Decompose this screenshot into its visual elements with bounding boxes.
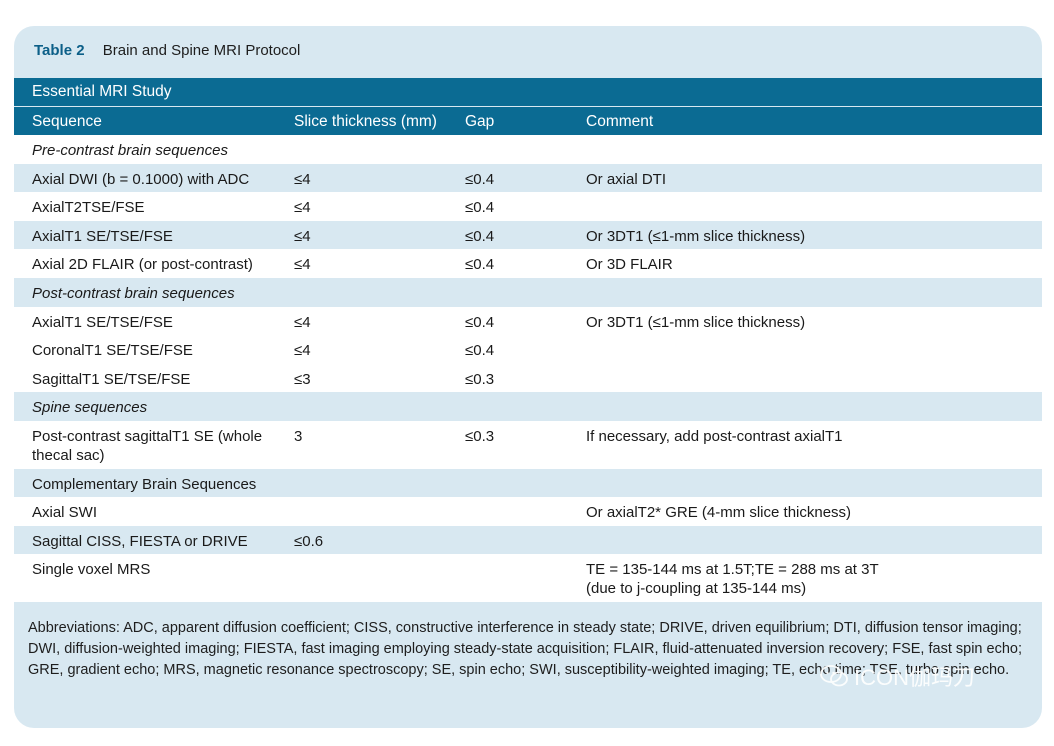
protocol-table: Essential MRI Study Sequence Slice thick… (14, 78, 1042, 602)
cell-slice-thickness: ≤0.6 (294, 532, 324, 550)
column-header-sequence: Sequence (32, 113, 102, 130)
section-row: Pre-contrast brain sequences (14, 135, 1042, 164)
section-label: Pre-contrast brain sequences (32, 142, 228, 159)
group-label: Complementary Brain Sequences (32, 475, 257, 493)
cell-comment: Or axialT2* GRE (4-mm slice thickness) (586, 504, 852, 522)
column-header-comment: Comment (586, 113, 654, 130)
cell-gap: ≤0.4 (465, 256, 495, 274)
cell-slice-thickness: ≤4 (294, 313, 311, 331)
table-body: Pre-contrast brain sequences Axial DWI (b… (14, 135, 1042, 602)
cell-slice-thickness: ≤4 (294, 170, 311, 188)
cell-comment: If necessary, add post-contrast axialT1 (586, 427, 843, 445)
cell-sequence: Single voxel MRS (32, 561, 151, 579)
table-caption: Table 2 Brain and Spine MRI Protocol (34, 42, 300, 59)
column-header-gap: Gap (465, 113, 495, 130)
cell-gap: ≤0.4 (465, 227, 495, 245)
cell-slice-thickness: ≤4 (294, 199, 311, 217)
cell-slice-thickness: 3 (294, 427, 303, 445)
table-title: Brain and Spine MRI Protocol (102, 42, 301, 59)
watermark: ICON伽玛刀 (820, 660, 975, 692)
table-row: Single voxel MRS TE = 135-144 ms at 1.5T;… (14, 554, 1042, 602)
table-row: Post-contrast sagittalT1 SE (whole theca… (14, 420, 1042, 469)
cell-comment: Or 3DT1 (≤1-mm slice thickness) (586, 227, 806, 245)
cell-sequence: Axial 2D FLAIR (or post-contrast) (32, 256, 253, 274)
table-row: Sagittal CISS, FIESTA or DRIVE ≤0.6 (14, 525, 1042, 555)
section-row: Post-contrast brain sequences (14, 277, 1042, 307)
cell-slice-thickness: ≤4 (294, 256, 311, 274)
cell-gap: ≤0.3 (465, 427, 495, 445)
table-row: AxialT1 SE/TSE/FSE ≤4 ≤0.4 Or 3DT1 (≤1-mm s… (14, 220, 1042, 250)
watermark-text: ICON伽玛刀 (854, 665, 976, 690)
cell-gap: ≤0.3 (465, 370, 495, 388)
cell-sequence: AxialT1 SE/TSE/FSE (32, 313, 173, 331)
table-row: Axial 2D FLAIR (or post-contrast) ≤4 ≤0.4 O… (14, 249, 1042, 278)
cell-comment: Or 3D FLAIR (586, 256, 673, 274)
cell-sequence: Post-contrast sagittalT1 SE (whole theca… (32, 427, 263, 464)
cell-sequence: Axial SWI (32, 504, 98, 522)
table-row: AxialT2TSE/FSE ≤4 ≤0.4 (14, 192, 1042, 221)
cell-slice-thickness: ≤4 (294, 227, 311, 245)
table-row: SagittalT1 SE/TSE/FSE ≤3 ≤0.3 (14, 363, 1042, 393)
column-header-slice-thickness: Slice thickness (mm) (294, 113, 437, 130)
cell-sequence: SagittalT1 SE/TSE/FSE (32, 370, 191, 388)
cell-sequence: AxialT2TSE/FSE (32, 199, 145, 217)
wechat-icon (820, 665, 848, 687)
cell-comment: Or 3DT1 (≤1-mm slice thickness) (586, 313, 806, 331)
cell-sequence: Sagittal CISS, FIESTA or DRIVE (32, 532, 248, 550)
cell-comment: Or axial DTI (586, 170, 667, 188)
table-row: CoronalT1 SE/TSE/FSE ≤4 ≤0.4 (14, 335, 1042, 364)
section-label: Spine sequences (32, 399, 148, 417)
cell-gap: ≤0.4 (465, 313, 495, 331)
section-row: Spine sequences (14, 392, 1042, 421)
table-row: Axial SWI Or axialT2* GRE (4-mm slice thi… (14, 497, 1042, 526)
cell-comment: TE = 135-144 ms at 1.5T;TE = 288 ms at 3… (586, 561, 879, 598)
abbreviations-footnote: Abbreviations: ADC, apparent diffusion c… (28, 620, 1022, 678)
column-header-row: Sequence Slice thickness (mm) Gap Commen… (14, 107, 1042, 135)
cell-sequence: Axial DWI (b = 0.1000) with ADC (32, 170, 250, 188)
section-label: Post-contrast brain sequences (32, 284, 235, 302)
group-row: Complementary Brain Sequences (14, 468, 1042, 498)
cell-gap: ≤0.4 (465, 170, 495, 188)
cell-sequence: AxialT1 SE/TSE/FSE (32, 227, 173, 245)
group-header: Essential MRI Study (14, 78, 1042, 107)
cell-sequence: CoronalT1 SE/TSE/FSE (32, 342, 193, 360)
table-number: Table 2 (34, 42, 85, 59)
cell-gap: ≤0.4 (465, 199, 495, 217)
cell-slice-thickness: ≤3 (294, 370, 311, 388)
cell-gap: ≤0.4 (465, 342, 495, 360)
table-row: Axial DWI (b = 0.1000) with ADC ≤4 ≤0.4 Or … (14, 163, 1042, 193)
cell-slice-thickness: ≤4 (294, 342, 311, 360)
table-card: Table 2 Brain and Spine MRI Protocol Ess… (14, 26, 1042, 728)
table-row: AxialT1 SE/TSE/FSE ≤4 ≤0.4 Or 3DT1 (≤1-mm s… (14, 306, 1042, 336)
